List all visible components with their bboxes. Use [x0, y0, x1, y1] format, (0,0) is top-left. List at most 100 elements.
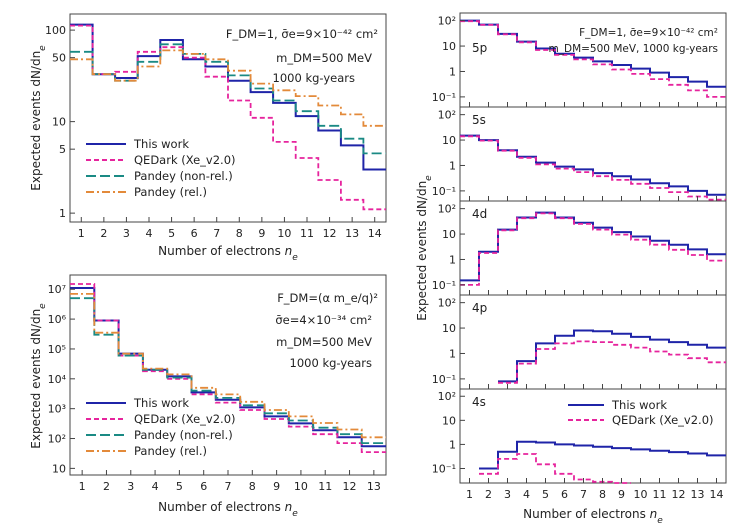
- series-line-this-work: [479, 440, 726, 470]
- x-tick-label: 1: [78, 227, 85, 240]
- x-tick-label: 6: [561, 488, 568, 501]
- x-tick-label: 10: [634, 488, 648, 501]
- y-tick-label: 10: [442, 414, 456, 427]
- series-line-qedark-xe-v2-0: [479, 453, 631, 484]
- legend: This work QEDark (Xe_v2.0) Pandey (non-rel…: [86, 137, 236, 199]
- legend-label: Pandey (rel.): [134, 444, 207, 458]
- y-tick-label: 1: [449, 347, 456, 360]
- y-tick-label: 10⁶: [48, 313, 67, 326]
- y-tick-label: 10³: [48, 403, 66, 416]
- plot-frame: [459, 200, 727, 296]
- plot-frame: [459, 388, 727, 484]
- x-tick-label: 9: [618, 488, 625, 501]
- series-line-this-work: [460, 134, 726, 196]
- x-tick-label: 3: [123, 227, 130, 240]
- legend-label: QEDark (Xe_v2.0): [134, 412, 236, 426]
- annotation-line-1: F_DM=1, σ̄e=9×10⁻⁴² cm²: [226, 27, 378, 41]
- x-tick-label: 8: [249, 480, 256, 493]
- x-tick-label: 2: [103, 480, 110, 493]
- y-tick-label: 1: [59, 207, 66, 220]
- legend: This work QEDark (Xe_v2.0) Pandey (non-rel…: [86, 396, 236, 458]
- series-line-this-work: [498, 329, 726, 383]
- y-tick-label: 10⁵: [48, 343, 66, 356]
- y-tick-label: 10: [442, 228, 456, 241]
- y-axis-label: Expected events dN/dne: [29, 45, 48, 191]
- legend-label: QEDark (Xe_v2.0): [612, 413, 714, 427]
- x-tick-label: 4: [152, 480, 159, 493]
- y-tick-label: 10⁴: [48, 373, 67, 386]
- x-axis-label: Number of electrons ne: [158, 244, 298, 263]
- x-tick-label: 9: [258, 227, 265, 240]
- x-tick-label: 14: [710, 488, 724, 501]
- x-tick-label: 6: [200, 480, 207, 493]
- x-tick-label: 14: [368, 227, 382, 240]
- x-tick-label: 6: [191, 227, 198, 240]
- y-tick-label: 1: [449, 253, 456, 266]
- x-tick-label: 3: [127, 480, 134, 493]
- series-line-qedark-xe-v2-0: [70, 283, 386, 453]
- chart-panel-5p: 10⁻¹ 1 10 10² 5p F_DM=1, σ̄e=9×10⁻⁴² cm² m_…: [432, 12, 727, 108]
- panel-label: 5s: [472, 113, 486, 127]
- y-tick-label: 5: [59, 143, 66, 156]
- x-axis-label: Number of electrons ne: [523, 507, 663, 526]
- annotation-line-1: F_DM=(α m_e/q)²: [277, 291, 378, 305]
- y-tick-label: 10²: [48, 433, 66, 446]
- y-tick-label: 10⁻¹: [432, 91, 456, 104]
- panel-label: 4d: [472, 207, 487, 221]
- x-tick-label: 11: [318, 480, 332, 493]
- y-tick-label: 10: [52, 462, 66, 475]
- y-tick-label: 10⁻¹: [432, 463, 456, 476]
- y-tick-label: 10²: [438, 203, 456, 216]
- y-tick-label: 10: [442, 40, 456, 53]
- series-line-qedark-xe-v2-0: [460, 135, 726, 201]
- y-tick-label: 50: [52, 52, 66, 65]
- y-tick-label: 1: [449, 438, 456, 451]
- series-line-qedark-xe-v2-0: [498, 340, 726, 384]
- x-tick-label: 13: [345, 227, 359, 240]
- y-tick-label: 10: [442, 322, 456, 335]
- x-tick-label: 8: [599, 488, 606, 501]
- x-tick-label: 12: [672, 488, 686, 501]
- annotation-line-3: m_DM=500 MeV: [276, 335, 372, 349]
- y-tick-label: 10²: [438, 109, 456, 122]
- chart-panel-4d: 10⁻¹ 1 10 10² 4d: [432, 200, 727, 296]
- x-tick-label: 1: [79, 480, 86, 493]
- y-tick-label: 1: [449, 65, 456, 78]
- x-tick-label: 13: [691, 488, 705, 501]
- annotation-line-1: F_DM=1, σ̄e=9×10⁻⁴² cm²: [579, 27, 718, 39]
- x-tick-label: 1: [466, 488, 473, 501]
- x-tick-label: 10: [277, 227, 291, 240]
- x-tick-label: 11: [653, 488, 667, 501]
- legend-label: Pandey (non-rel.): [134, 169, 233, 183]
- y-tick-label: 10: [52, 116, 66, 129]
- x-tick-label: 7: [580, 488, 587, 501]
- y-tick-label: 10²: [438, 390, 456, 403]
- series-line-pandey-rel: [70, 293, 386, 439]
- annotation-line-4: 1000 kg-years: [290, 356, 372, 370]
- chart-panel-4p: 10⁻¹ 1 10 10² 4p: [432, 294, 727, 390]
- y-tick-label: 10⁷: [48, 283, 66, 296]
- x-tick-label: 7: [213, 227, 220, 240]
- x-tick-label: 4: [146, 227, 153, 240]
- y-tick-label: 1: [449, 159, 456, 172]
- panel-label: 5p: [472, 41, 487, 55]
- x-tick-label: 8: [236, 227, 243, 240]
- panel-label: 4p: [472, 301, 487, 315]
- chart-panel-5s: 10⁻¹ 1 10 10² 5s: [432, 106, 727, 202]
- x-tick-label: 12: [323, 227, 337, 240]
- x-tick-label: 5: [168, 227, 175, 240]
- plot-frame: [69, 13, 387, 223]
- annotation-line-2: σ̄e=4×10⁻³⁴ cm²: [275, 313, 372, 327]
- legend-label: Pandey (rel.): [134, 185, 207, 199]
- plot-frame: [69, 274, 387, 476]
- y-tick-label: 100: [45, 24, 66, 37]
- y-tick-label: 10²: [438, 297, 456, 310]
- legend-label: This work: [133, 396, 189, 410]
- series-line-qedark-xe-v2-0: [460, 212, 726, 286]
- series-line-pandey-non-rel: [70, 297, 386, 444]
- x-tick-label: 9: [273, 480, 280, 493]
